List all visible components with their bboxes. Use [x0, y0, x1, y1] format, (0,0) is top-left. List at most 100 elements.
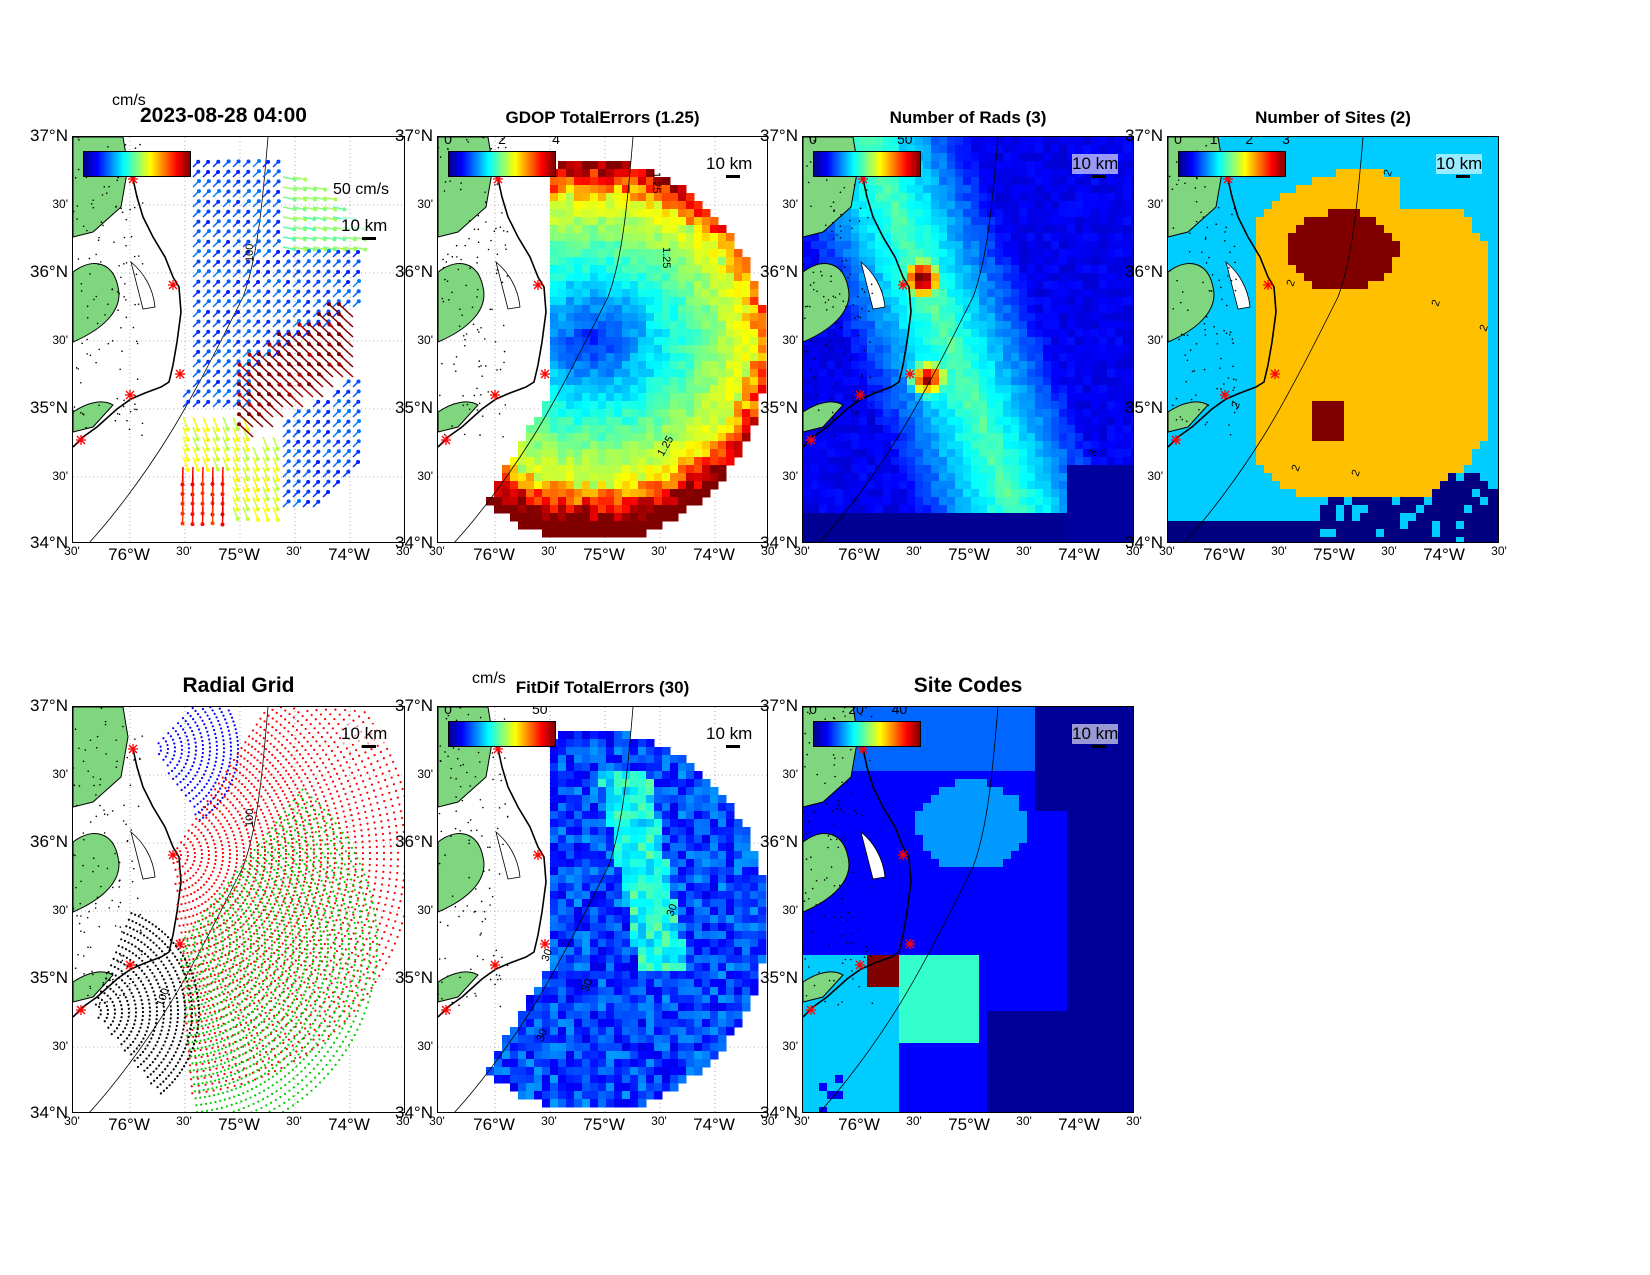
- gdop-map: 1.251.251.25: [438, 137, 767, 542]
- site-marker: [905, 939, 915, 949]
- lat-tick-label: 30': [52, 767, 68, 781]
- lon-tick-label: 30': [286, 1114, 302, 1128]
- site-marker: [490, 960, 500, 970]
- lon-tick-label: 30': [1491, 544, 1507, 558]
- colorbar-tick: 50: [897, 136, 913, 147]
- site-marker: [128, 744, 138, 754]
- lat-tick-label: 34°N: [30, 1103, 68, 1122]
- lon-tick-label: 75°W: [583, 545, 625, 564]
- lon-tick-label: 75°W: [948, 545, 990, 564]
- lon-tick-label: 74°W: [328, 545, 370, 564]
- lat-tick-label: 37°N: [30, 126, 68, 145]
- scale-bar: [362, 745, 376, 748]
- colorbar-tick: 2: [1245, 136, 1254, 147]
- heatmap-cells: [486, 731, 767, 1108]
- lon-tick-label: 30': [906, 1114, 922, 1128]
- contour-label: 100: [244, 244, 256, 262]
- lat-tick-label: 35°N: [1125, 398, 1163, 417]
- panel-title-nrads: Number of Rads (3): [889, 108, 1047, 127]
- colorbar: [813, 721, 921, 747]
- lon-tick-label: 30': [906, 544, 922, 558]
- coastline: [1168, 178, 1277, 448]
- scale-label: 10 km: [706, 724, 753, 744]
- lon-tick-label: 74°W: [1058, 545, 1100, 564]
- lon-tick-label: 30': [1126, 544, 1142, 558]
- lon-tick-label: 76°W: [1203, 545, 1245, 564]
- map-frame-currents: 100: [72, 136, 405, 543]
- site-marker: [806, 435, 816, 445]
- lat-tick-label: 35°N: [30, 398, 68, 417]
- lat-tick-label: 30': [52, 1039, 68, 1053]
- lon-tick-label: 30': [1381, 544, 1397, 558]
- heatmap-cells: [803, 707, 1133, 1112]
- colorbar-tick: 0: [1174, 136, 1182, 147]
- site-marker: [441, 435, 451, 445]
- colorbar-tick: 0: [809, 706, 817, 717]
- isobath-contour: [454, 707, 634, 1112]
- land-shape: [73, 137, 156, 437]
- lon-tick-label: 76°W: [473, 545, 515, 564]
- lon-tick-label: 30': [1271, 544, 1287, 558]
- scale-bar: [726, 175, 740, 178]
- site-marker: [898, 280, 908, 290]
- site-marker: [1270, 369, 1280, 379]
- radial-grid-map: 100 100: [73, 707, 404, 1112]
- isobath-contour: [1184, 137, 1364, 542]
- lat-tick-label: 35°N: [30, 968, 68, 987]
- colorbar-tick: 0: [809, 136, 817, 147]
- lon-tick-label: 76°W: [108, 1115, 150, 1134]
- land-shape: [73, 707, 156, 1005]
- lon-tick-label: 76°W: [108, 545, 150, 564]
- lon-tick-label: 74°W: [328, 1115, 370, 1134]
- site-marker: [905, 369, 915, 379]
- lon-tick-label: 30': [64, 544, 80, 558]
- site-marker: [125, 960, 135, 970]
- colorbar: [813, 151, 921, 177]
- lat-tick-label: 36°N: [760, 832, 798, 851]
- contour-label: 3: [1087, 448, 1100, 458]
- lat-tick-label: 30': [417, 197, 433, 211]
- colorbar-unit-label: cm/s: [472, 670, 506, 687]
- lon-tick-label: 30': [761, 544, 777, 558]
- lat-tick-label: 37°N: [395, 696, 433, 715]
- lat-tick-label: 30': [782, 469, 798, 483]
- site-marker: [125, 390, 135, 400]
- scale-bar: [726, 745, 740, 748]
- map-frame-sitecodes: 0 20 40: [802, 706, 1134, 1113]
- colorbar-tick: 4: [552, 136, 560, 147]
- lon-tick-label: 74°W: [1058, 1115, 1100, 1134]
- lat-tick-label: 30': [1147, 197, 1163, 211]
- lon-tick-label: 76°W: [473, 1115, 515, 1134]
- lat-tick-label: 37°N: [1125, 126, 1163, 145]
- site-marker: [1220, 390, 1230, 400]
- lon-tick-label: 30': [286, 544, 302, 558]
- coastline: [803, 748, 912, 1018]
- contour-label: 1.25: [650, 172, 662, 193]
- radial-grid-points: [172, 707, 404, 1095]
- panel-title-gdop: GDOP TotalErrors (1.25): [505, 108, 700, 127]
- lat-tick-label: 30': [782, 767, 798, 781]
- isobath-contour: [454, 137, 634, 542]
- lon-tick-label: 30': [429, 544, 445, 558]
- lat-tick-label: 36°N: [760, 262, 798, 281]
- panel-title-datetime: 2023-08-28 04:00: [140, 104, 307, 127]
- lat-tick-label: 34°N: [760, 533, 798, 552]
- lon-tick-label: 30': [794, 1114, 810, 1128]
- lat-tick-label: 35°N: [395, 968, 433, 987]
- colorbar-tick: 2: [498, 136, 506, 147]
- current-vectors-map: 100: [73, 137, 404, 542]
- contour-label: 2: [1285, 278, 1298, 288]
- site-marker: [533, 850, 543, 860]
- colorbar-unit-label: cm/s: [112, 92, 146, 109]
- contour-label: 2: [1430, 298, 1443, 308]
- heatmap-cells: [1168, 137, 1498, 542]
- lat-tick-label: 30': [52, 469, 68, 483]
- lat-tick-label: 37°N: [760, 696, 798, 715]
- lat-tick-label: 34°N: [30, 533, 68, 552]
- isobath-contour: [819, 707, 999, 1112]
- coastline: [73, 178, 182, 448]
- lat-tick-label: 36°N: [1125, 262, 1163, 281]
- contour-label: 1.25: [660, 247, 672, 268]
- site-marker: [76, 1005, 86, 1015]
- lon-tick-label: 30': [396, 1114, 412, 1128]
